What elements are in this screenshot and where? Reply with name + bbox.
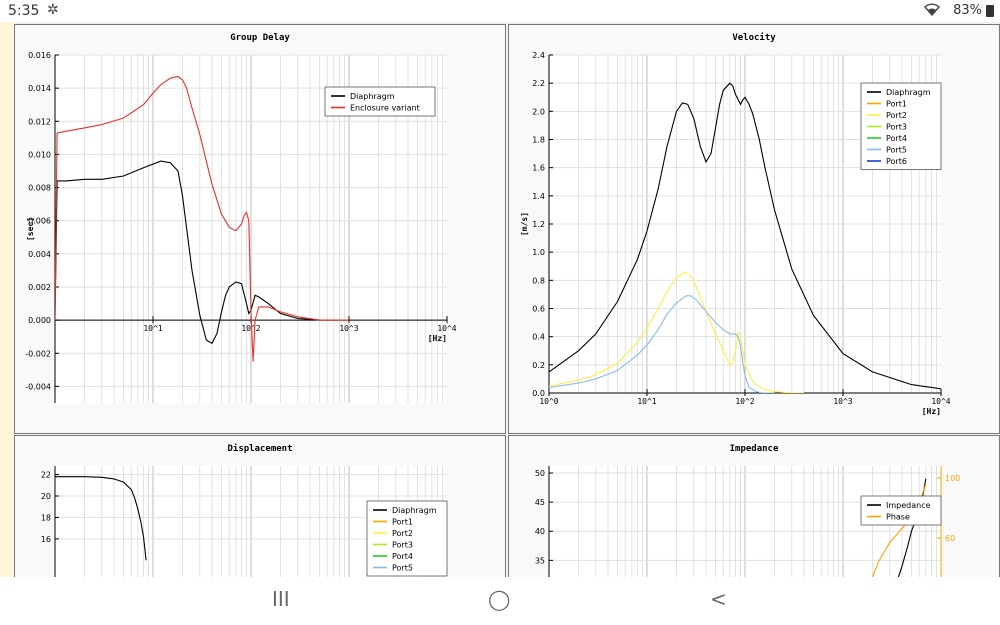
vel-y-axis-label: [m/s] — [520, 212, 529, 236]
vel-ytick-label: 2.4 — [532, 51, 545, 60]
disp-legend-label: Port3 — [392, 541, 413, 550]
disp-legend-label: Port4 — [392, 552, 413, 561]
group-delay-chart: Group Delay 0.016 0.014 0.012 0.010 0.008 0.00… — [25, 33, 457, 403]
vel-ytick-label: 2.2 — [532, 79, 545, 88]
vel-title: Velocity — [732, 32, 776, 43]
vel-xtick-label: 10^1 — [637, 397, 656, 406]
gd-legend-label: Diaphragm — [350, 92, 395, 101]
impedance-panel: Impedance 50 45 40 35 100 60 Impedance Phase — [508, 435, 1000, 577]
gd-xtick-label: 10^2 — [241, 324, 260, 333]
imp-ytick-label: 35 — [535, 556, 545, 565]
gd-ytick-label: 0.010 — [28, 150, 51, 159]
imp-y2tick-label: 60 — [945, 534, 955, 543]
disp-ytick-label: 22 — [41, 471, 51, 480]
vel-series-diaphragm — [549, 82, 941, 390]
imp-ytick-label: 45 — [535, 498, 545, 507]
charts-area: Group Delay 0.016 0.014 0.012 0.010 0.008 0.00… — [14, 22, 1000, 577]
wifi-icon — [924, 2, 940, 20]
gd-xtick-label: 10^3 — [339, 324, 358, 333]
vel-legend-label: Port2 — [886, 111, 907, 120]
gd-ytick-label: 0.016 — [28, 51, 51, 60]
vel-ytick-label: 0.0 — [532, 389, 545, 398]
battery-icon — [986, 5, 994, 17]
vel-ytick-label: 0.8 — [532, 276, 545, 285]
gd-ytick-label: 0.000 — [28, 316, 51, 325]
gd-legend — [324, 86, 436, 117]
gd-title: Group Delay — [230, 33, 290, 43]
gd-ytick-label: -0.004 — [25, 382, 51, 391]
back-button[interactable]: < — [710, 587, 727, 611]
vel-ytick-label: 0.4 — [532, 333, 545, 342]
imp-ytick-label: 50 — [535, 469, 545, 478]
vel-series-port5 — [549, 295, 775, 393]
gd-y-axis-label: [sec] — [26, 217, 35, 241]
vel-ytick-label: 1.2 — [532, 220, 545, 229]
vel-legend-label: Port3 — [886, 123, 907, 132]
displacement-panel: Displacement 22 20 18 16 Diaphragm Port1 Port2 P… — [14, 435, 506, 577]
gd-ytick-label: 0.006 — [28, 217, 51, 226]
imp-legend-label: Impedance — [886, 501, 931, 510]
vel-series-port2 — [549, 271, 804, 393]
gd-series-enclosure-variant — [55, 75, 349, 362]
vel-legend-label: Port6 — [886, 157, 907, 166]
recent-apps-button[interactable]: III — [272, 587, 290, 611]
vel-xtick-label: 10^3 — [833, 397, 852, 406]
gd-legend-label: Enclosure variant — [350, 104, 420, 113]
vel-ytick-label: 1.0 — [532, 248, 545, 257]
gd-ytick-label: 0.004 — [28, 250, 51, 259]
vel-xtick-label: 10^2 — [735, 397, 754, 406]
vel-legend-label: Port4 — [886, 134, 907, 143]
disp-ytick-label: 20 — [41, 492, 51, 501]
vel-xtick-label: 10^0 — [539, 397, 558, 406]
vel-x-axis-label: [Hz] — [922, 407, 941, 416]
gd-ytick-label: 0.012 — [28, 117, 51, 126]
settings-status-icon: ✲ — [47, 2, 59, 18]
gd-x-axis-label: [Hz] — [428, 334, 447, 343]
disp-legend-label: Port1 — [392, 518, 413, 527]
vel-legend-label: Port5 — [886, 146, 907, 155]
vel-ytick-label: 1.8 — [532, 136, 545, 145]
disp-ytick-label: 18 — [41, 513, 51, 522]
group-delay-panel: Group Delay 0.016 0.014 0.012 0.010 0.008 0.00… — [14, 24, 506, 434]
imp-legend-label: Phase — [886, 513, 910, 522]
impedance-chart: Impedance 50 45 40 35 100 60 Impedance Phase — [535, 444, 960, 577]
status-time: 5:35 — [8, 3, 40, 19]
gd-ytick-label: 0.008 — [28, 184, 51, 193]
vel-ytick-label: 1.6 — [532, 164, 545, 173]
imp-legend — [860, 495, 942, 526]
imp-ytick-label: 40 — [535, 527, 545, 536]
gd-xtick-label: 10^4 — [437, 324, 456, 333]
disp-legend — [366, 500, 448, 577]
battery-percent: 83% — [953, 3, 982, 18]
gd-xtick-label: 10^1 — [143, 324, 162, 333]
home-button[interactable]: ◯ — [488, 587, 511, 611]
velocity-panel: Velocity 2.4 2.2 2.0 1.8 1.6 1.4 1.2 1.0 0.8 0.6 0.… — [508, 24, 1000, 434]
vel-legend-label: Port1 — [886, 100, 907, 109]
gd-ytick-label: -0.002 — [25, 349, 51, 358]
gd-series-diaphragm — [55, 160, 349, 345]
vel-legend-label: Diaphragm — [886, 88, 931, 97]
disp-legend-label: Port5 — [392, 564, 413, 573]
vel-ytick-label: 2.0 — [532, 107, 545, 116]
left-edge-strip — [0, 22, 14, 577]
displacement-chart: Displacement 22 20 18 16 Diaphragm Port1 Port2 P… — [41, 443, 448, 577]
imp-title: Impedance — [730, 444, 779, 454]
gd-ytick-label: 0.002 — [28, 283, 51, 292]
disp-legend-label: Port2 — [392, 529, 413, 538]
gd-ytick-label: 0.014 — [28, 84, 51, 93]
vel-ytick-label: 0.2 — [532, 361, 545, 370]
vel-xtick-label: 10^4 — [931, 397, 950, 406]
velocity-chart: Velocity 2.4 2.2 2.0 1.8 1.6 1.4 1.2 1.0 0.8 0.6 0.… — [520, 32, 951, 416]
disp-ytick-label: 16 — [41, 535, 51, 544]
disp-legend-label: Diaphragm — [392, 506, 437, 515]
disp-title: Displacement — [227, 443, 292, 454]
vel-ytick-label: 1.4 — [532, 192, 545, 201]
disp-series-diaphragm — [55, 476, 147, 561]
status-bar: 5:35 ✲ 83% — [0, 0, 1000, 22]
imp-y2tick-label: 100 — [945, 474, 960, 483]
vel-ytick-label: 0.6 — [532, 305, 545, 314]
navigation-bar: III ◯ < — [0, 577, 1000, 625]
